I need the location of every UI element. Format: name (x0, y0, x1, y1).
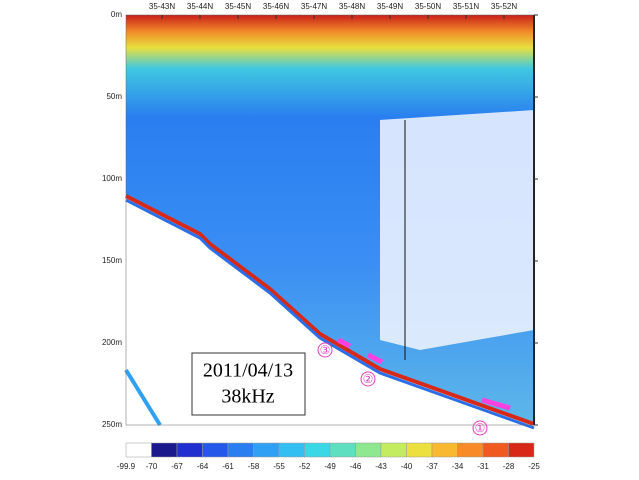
latitude-label: 35-47N (301, 2, 327, 11)
highlight (366, 352, 384, 365)
colorbar-cell (151, 442, 178, 458)
colorbar-label: -52 (299, 462, 311, 471)
marker: ③ (320, 343, 331, 357)
colorbar-cell (278, 442, 305, 458)
colorbar-label: -55 (273, 462, 285, 471)
colorbar-cell (227, 442, 254, 458)
marker: ② (363, 372, 374, 386)
colorbar-cell (380, 442, 407, 458)
date: 2011/04/13 (203, 360, 293, 382)
second-echo (124, 368, 162, 427)
depth-label: 150m (102, 256, 122, 265)
seabed-line (125, 194, 535, 426)
colorbar-cell (508, 442, 535, 458)
latitude-label: 35-51N (453, 2, 479, 11)
clear-area (380, 110, 534, 350)
depth-label: 200m (102, 338, 122, 347)
colorbar-label: -31 (477, 462, 489, 471)
colorbar-label: -49 (324, 462, 336, 471)
colorbar-cell (253, 442, 280, 458)
colorbar-label: -70 (146, 462, 158, 471)
colorbar-cell (202, 442, 229, 458)
colorbar-label: -58 (248, 462, 260, 471)
colorbar-label: -43 (375, 462, 387, 471)
latitude-label: 35-50N (415, 2, 441, 11)
colorbar-label: -37 (426, 462, 438, 471)
marker-circle (472, 420, 488, 436)
colorbar-label: -46 (350, 462, 362, 471)
colorbar-cell (329, 442, 356, 458)
highlight (481, 397, 511, 411)
colorbar-label: -61 (222, 462, 234, 471)
colorbar-label: -67 (171, 462, 183, 471)
marker-circle (317, 342, 333, 358)
colorbar-label: -34 (452, 462, 464, 471)
colorbar-cell (176, 442, 203, 458)
depth-label: 100m (102, 174, 122, 183)
echogram-plot (124, 14, 535, 430)
depth-label: 0m (111, 10, 122, 19)
colorbar-label: -64 (197, 462, 209, 471)
colorbar-cell (457, 442, 484, 458)
colorbar-label: -25 (528, 462, 540, 471)
colorbar-label: -40 (401, 462, 413, 471)
latitude-label: 35-49N (377, 2, 403, 11)
frequency: 38kHz (221, 386, 274, 408)
latitude-label: 35-52N (491, 2, 517, 11)
colorbar-cell (304, 442, 331, 458)
latitude-label: 35-43N (149, 2, 175, 11)
colorbar-cell (431, 442, 458, 458)
colorbar-cell (482, 442, 509, 458)
colorbar-cell (406, 442, 433, 458)
colorbar-label: -28 (503, 462, 515, 471)
latitude-label: 35-46N (263, 2, 289, 11)
seabed-shadow (125, 198, 535, 430)
colorbar-cell (355, 442, 382, 458)
marker-circle (360, 371, 376, 387)
colorbar-label: -99.9 (117, 462, 136, 471)
depth-label: 50m (106, 92, 122, 101)
marker: ① (475, 421, 486, 435)
highlight (336, 337, 352, 349)
latitude-label: 35-45N (225, 2, 251, 11)
date-box (191, 352, 306, 416)
latitude-label: 35-44N (187, 2, 213, 11)
colorbar-cell (125, 442, 152, 458)
latitude-label: 35-48N (339, 2, 365, 11)
plot-frame (125, 14, 535, 426)
depth-label: 250m (102, 420, 122, 429)
